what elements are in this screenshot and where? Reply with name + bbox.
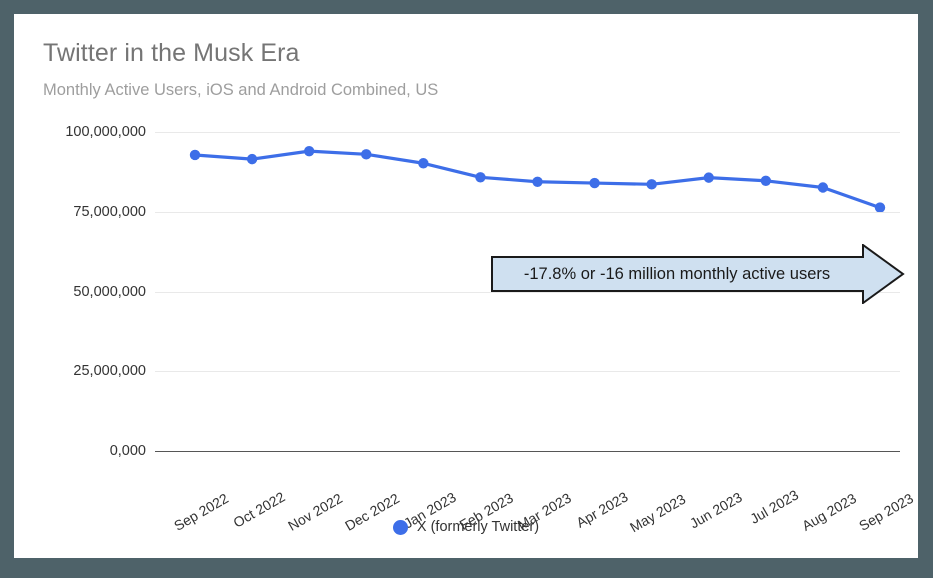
annotation-callout: -17.8% or -16 million monthly active use… (491, 244, 905, 304)
y-axis-tick-label: 100,000,000 (65, 124, 146, 140)
chart-subtitle: Monthly Active Users, iOS and Android Co… (43, 81, 439, 99)
y-axis-tick-label: 50,000,000 (73, 283, 146, 300)
chart-container: Twitter in the Musk Era Monthly Active U… (14, 14, 918, 558)
y-axis-tick-label: 25,000,000 (73, 363, 146, 380)
data-point-marker[interactable] (532, 176, 543, 187)
axis-baseline (155, 451, 900, 453)
annotation-text: -17.8% or -16 million monthly active use… (523, 264, 831, 283)
data-point-marker[interactable] (418, 158, 429, 169)
gridline (155, 371, 900, 373)
data-point-marker[interactable] (303, 145, 315, 157)
data-point-marker[interactable] (589, 177, 600, 189)
data-point-marker[interactable] (246, 153, 258, 165)
chart-card: Twitter in the Musk Era Monthly Active U… (14, 14, 918, 558)
chart-title: Twitter in the Musk Era (43, 39, 300, 67)
gridline (155, 132, 900, 133)
data-point-marker[interactable] (646, 179, 657, 190)
data-point-marker[interactable] (760, 175, 772, 187)
data-point-marker[interactable] (817, 182, 829, 193)
chart-legend: X (formerly Twitter) (14, 519, 918, 535)
legend-marker-icon (392, 519, 408, 535)
y-axis-tick-label: 75,000,000 (73, 203, 146, 220)
data-point-marker[interactable] (475, 172, 486, 183)
y-axis-tick-label: 0,000 (109, 443, 146, 459)
data-point-marker[interactable] (874, 202, 886, 213)
gridline (155, 211, 900, 213)
line-series-svg (189, 145, 886, 213)
legend-label: X (formerly Twitter) (416, 519, 540, 535)
arrow-shape-icon (491, 244, 905, 304)
data-point-marker[interactable] (189, 149, 201, 161)
data-point-marker[interactable] (361, 149, 372, 160)
data-point-marker[interactable] (703, 172, 714, 183)
